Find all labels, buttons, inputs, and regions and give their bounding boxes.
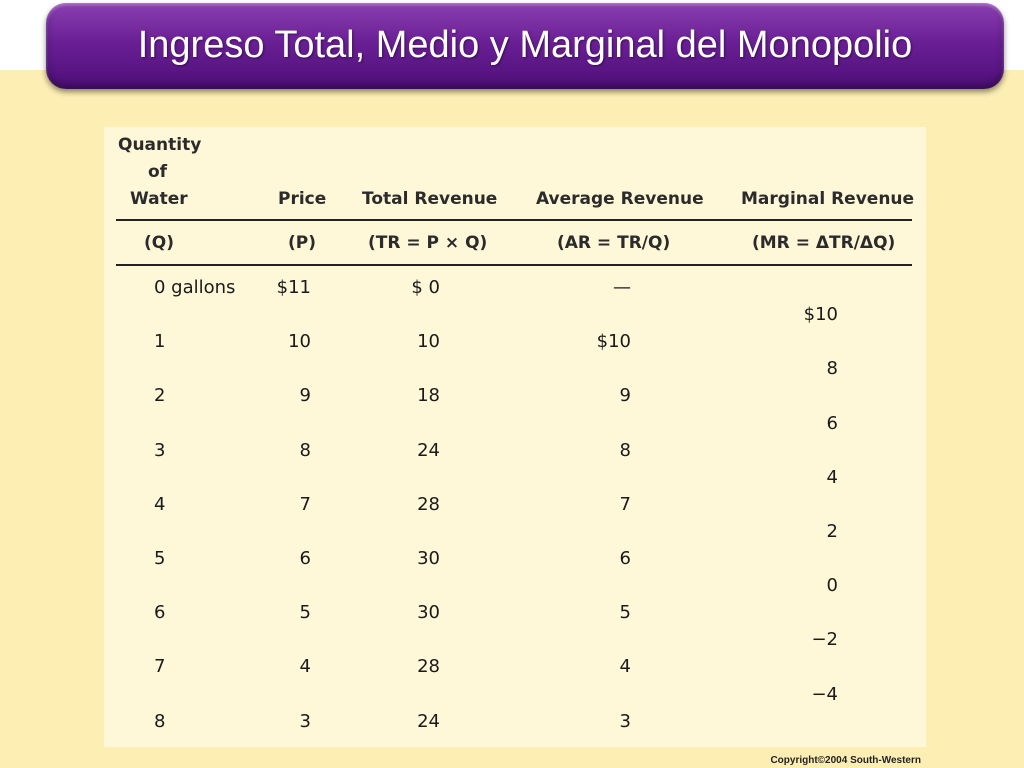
title-banner: Ingreso Total, Medio y Marginal del Mono… xyxy=(46,3,1004,89)
page-title: Ingreso Total, Medio y Marginal del Mono… xyxy=(137,23,913,66)
cell-price: 9 xyxy=(299,385,311,406)
header-quantity-line3: Water xyxy=(130,189,188,209)
header-quantity-line1: Quantity xyxy=(118,135,202,155)
cell-average-revenue: 9 xyxy=(619,385,631,406)
cell-quantity: 5 xyxy=(154,548,166,569)
cell-average-revenue: 8 xyxy=(619,440,631,461)
cell-average-revenue: 3 xyxy=(619,711,631,732)
cell-total-revenue: $ 0 xyxy=(411,277,440,298)
cell-average-revenue: 4 xyxy=(619,656,631,677)
revenue-table xyxy=(104,127,926,747)
cell-price: 7 xyxy=(299,494,311,515)
cell-average-revenue: 5 xyxy=(619,602,631,623)
cell-price: 6 xyxy=(299,548,311,569)
cell-total-revenue: 30 xyxy=(417,602,440,623)
cell-price: 10 xyxy=(288,331,311,352)
cell-quantity: 1 xyxy=(154,331,166,352)
cell-marginal-revenue: 2 xyxy=(826,521,838,542)
cell-marginal-revenue: $10 xyxy=(803,304,838,325)
cell-marginal-revenue: 6 xyxy=(826,413,838,434)
cell-total-revenue: 24 xyxy=(417,711,440,732)
cell-quantity: 7 xyxy=(154,656,166,677)
cell-marginal-revenue: −4 xyxy=(811,684,838,705)
formula-marginal-revenue: (MR = ΔTR/ΔQ) xyxy=(752,233,896,253)
cell-average-revenue: $10 xyxy=(596,331,631,352)
cell-price: 8 xyxy=(299,440,311,461)
header-average-revenue: Average Revenue xyxy=(536,189,704,209)
cell-marginal-revenue: 0 xyxy=(826,575,838,596)
cell-quantity: 6 xyxy=(154,602,166,623)
formula-price: (P) xyxy=(288,233,316,253)
cell-total-revenue: 10 xyxy=(417,331,440,352)
cell-price: 5 xyxy=(299,602,311,623)
cell-average-revenue: — xyxy=(613,277,631,298)
header-rule-bottom xyxy=(116,264,912,266)
header-rule-top xyxy=(116,219,912,221)
cell-average-revenue: 7 xyxy=(619,494,631,515)
cell-price: 4 xyxy=(299,656,311,677)
cell-price: 3 xyxy=(299,711,311,732)
cell-total-revenue: 18 xyxy=(417,385,440,406)
formula-average-revenue: (AR = TR/Q) xyxy=(557,233,671,253)
cell-marginal-revenue: 8 xyxy=(826,358,838,379)
cell-price: $11 xyxy=(276,277,311,298)
header-quantity-line2: of xyxy=(148,162,168,182)
cell-quantity: 2 xyxy=(154,385,166,406)
cell-quantity: 4 xyxy=(154,494,166,515)
header-price: Price xyxy=(278,189,327,209)
formula-total-revenue: (TR = P × Q) xyxy=(368,233,488,253)
cell-total-revenue: 30 xyxy=(417,548,440,569)
cell-quantity: 3 xyxy=(154,440,166,461)
copyright-notice: Copyright©2004 South-Western xyxy=(770,755,921,766)
cell-marginal-revenue: 4 xyxy=(826,467,838,488)
cell-total-revenue: 28 xyxy=(417,494,440,515)
cell-quantity: 8 xyxy=(154,711,166,732)
cell-quantity: 0 gallons xyxy=(154,277,236,298)
cell-total-revenue: 28 xyxy=(417,656,440,677)
cell-marginal-revenue: −2 xyxy=(811,629,838,650)
header-marginal-revenue: Marginal Revenue xyxy=(741,189,915,209)
cell-average-revenue: 6 xyxy=(619,548,631,569)
cell-total-revenue: 24 xyxy=(417,440,440,461)
header-total-revenue: Total Revenue xyxy=(362,189,498,209)
formula-quantity: (Q) xyxy=(144,233,174,253)
